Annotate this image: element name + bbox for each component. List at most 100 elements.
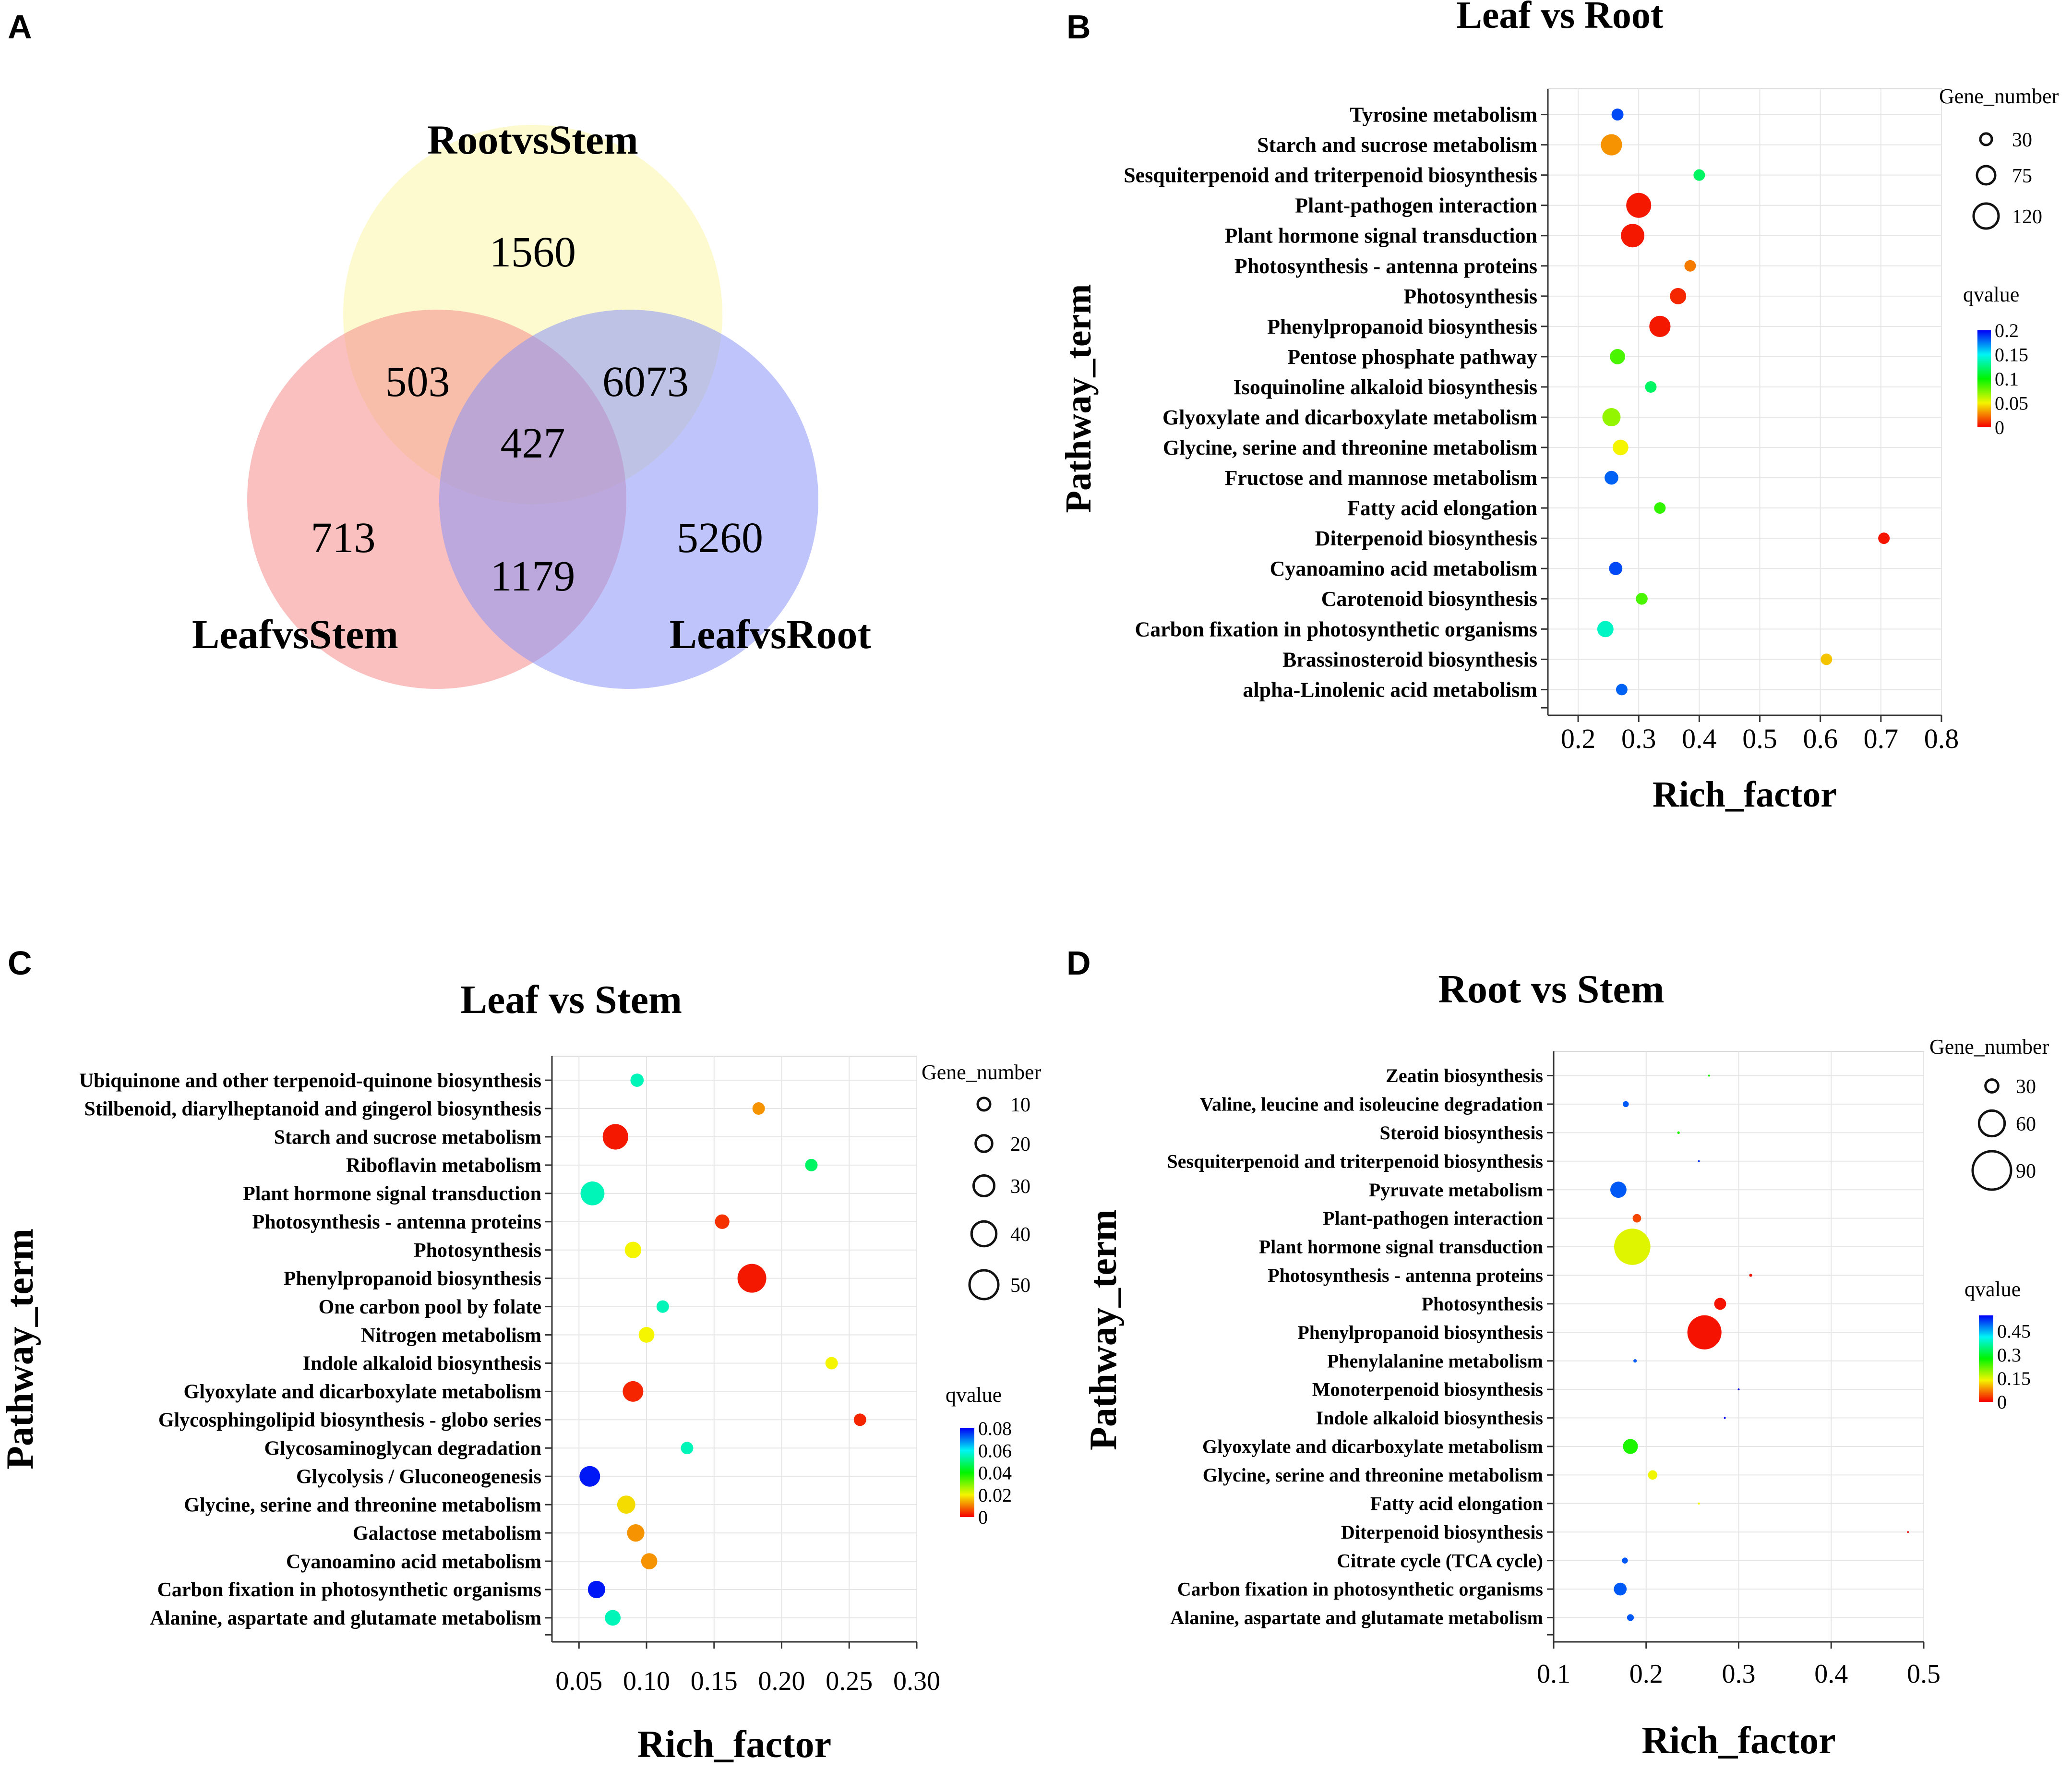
color-legend-tick: 0: [1995, 417, 2004, 438]
data-point-photosynthesis: [1714, 1298, 1726, 1310]
size-legend-label: 90: [2016, 1160, 2036, 1182]
size-legend-title: Gene_number: [1939, 84, 2059, 108]
data-point-starch-and-sucrose-metabolism: [602, 1124, 628, 1150]
data-point-glyoxylate-and-dicarboxylate-metabolism: [1602, 408, 1621, 427]
y-tick-label: One carbon pool by folate: [319, 1296, 541, 1318]
data-point-plant-pathogen-interaction: [1626, 193, 1652, 218]
data-point-glycolysis-gluconeogenesis: [579, 1466, 600, 1487]
data-point-alanine-aspartate-and-glutamate-metabolism: [1627, 1614, 1634, 1621]
size-legend-circle: [976, 1096, 992, 1112]
y-tick-label: Stilbenoid, diarylheptanoid and gingerol…: [84, 1098, 541, 1120]
data-point-diterpenoid-biosynthesis: [1878, 532, 1890, 544]
data-point-zeatin-biosynthesis: [1708, 1074, 1710, 1077]
y-tick-label: Photosynthesis - antenna proteins: [252, 1211, 541, 1233]
y-tick-label: Diterpenoid biosynthesis: [1341, 1521, 1543, 1543]
data-point-plant-hormone-signal-transduction: [580, 1181, 605, 1205]
data-point-alpha-linolenic-acid-metabolism: [1616, 684, 1628, 696]
data-point-stilbenoid-diarylheptanoid-and-gingerol-biosynthesis: [752, 1102, 765, 1115]
size-legend-label: 30: [2016, 1076, 2036, 1098]
venn-count-only-rootvsstem: 1560: [490, 229, 576, 276]
y-tick-label: Plant-pathogen interaction: [1323, 1207, 1543, 1229]
venn-set-label-leafvsroot: LeafvsRoot: [670, 611, 872, 657]
x-tick-label: 0.1: [1537, 1659, 1570, 1689]
y-tick-label: Glyoxylate and dicarboxylate metabolism: [184, 1381, 541, 1403]
size-legend-title: Gene_number: [922, 1060, 1042, 1084]
x-tick-label: 0.20: [758, 1666, 805, 1696]
data-point-glycosaminoglycan-degradation: [681, 1442, 694, 1455]
data-point-glycine-serine-and-threonine-metabolism: [1648, 1470, 1658, 1480]
data-point-sesquiterpenoid-and-triterpenoid-biosynthesis: [1693, 169, 1705, 181]
y-axis-label: Pathway_term: [1058, 284, 1099, 513]
data-point-monoterpenoid-biosynthesis: [1737, 1388, 1740, 1391]
y-tick-label: alpha-Linolenic acid metabolism: [1243, 678, 1537, 701]
y-tick-label: Valine, leucine and isoleucine degradati…: [1200, 1094, 1543, 1115]
data-point-indole-alkaloid-biosynthesis: [825, 1357, 838, 1370]
venn-set-label-rootvsstem: RootvsStem: [427, 117, 638, 163]
y-tick-label: Glycine, serine and threonine metabolism: [1163, 436, 1537, 459]
bubble-chart-leaf-vs-root: Leaf vs Root 0.2 0.3 0.4 0.5 0.6 0.7 0.8 Tyrosin…: [1058, 0, 2059, 815]
data-point-valine-leucine-and-isoleucine-degradation: [1623, 1101, 1629, 1108]
color-legend-tick: 0.04: [978, 1462, 1012, 1484]
x-tick-label: 0.4: [1814, 1659, 1848, 1689]
y-tick-label: Glyoxylate and dicarboxylate metabolism: [1202, 1436, 1543, 1458]
x-tick-label: 0.3: [1621, 723, 1656, 754]
size-legend-label: 50: [1010, 1275, 1030, 1297]
y-tick-label: Fatty acid elongation: [1347, 496, 1537, 520]
data-point-steroid-biosynthesis: [1677, 1131, 1680, 1134]
y-tick-label: Diterpenoid biosynthesis: [1315, 527, 1537, 550]
y-axis-label: Pathway_term: [0, 1229, 41, 1470]
data-point-glyoxylate-and-dicarboxylate-metabolism: [1623, 1439, 1638, 1454]
y-tick-label: Phenylalanine metabolism: [1327, 1350, 1543, 1372]
panel-letter-d: D: [1066, 944, 1091, 982]
data-point-tyrosine-metabolism: [1611, 108, 1624, 121]
size-legend-title: Gene_number: [1929, 1035, 2049, 1059]
data-point-phenylpropanoid-biosynthesis: [1687, 1315, 1722, 1349]
data-point-fructose-and-mannose-metabolism: [1605, 470, 1618, 485]
data-point-riboflavin-metabolism: [805, 1158, 818, 1171]
data-point-galactose-metabolism: [627, 1524, 645, 1542]
x-axis-label: Rich_factor: [1641, 1720, 1835, 1762]
size-legend-label: 60: [2016, 1113, 2036, 1135]
x-tick-label: 0.5: [1907, 1659, 1940, 1689]
size-legend-circle: [1979, 132, 1993, 146]
x-tick-label: 0.25: [826, 1666, 873, 1696]
size-legend-circle: [1976, 165, 1997, 186]
x-tick-label: 0.15: [691, 1666, 738, 1696]
y-tick-label: Glycolysis / Gluconeogenesis: [296, 1466, 541, 1488]
y-tick-label: Glycosphingolipid biosynthesis - globo s…: [158, 1410, 541, 1432]
y-tick-label: Isoquinoline alkaloid biosynthesis: [1234, 375, 1537, 399]
panel-letter-c: C: [8, 944, 32, 982]
venn-count-all-three: 427: [501, 420, 565, 467]
x-axis-label: Rich_factor: [1653, 774, 1837, 815]
y-tick-label: Plant hormone signal transduction: [243, 1183, 541, 1205]
y-tick-label: Cyanoamino acid metabolism: [1270, 557, 1537, 580]
y-tick-label: Alanine, aspartate and glutamate metabol…: [1170, 1607, 1543, 1628]
color-legend-tick: 0.06: [978, 1440, 1012, 1461]
color-legend-tick: 0.2: [1995, 320, 2019, 341]
y-tick-label: Galactose metabolism: [353, 1522, 541, 1544]
data-point-plant-pathogen-interaction: [1632, 1214, 1641, 1223]
data-point-cyanoamino-acid-metabolism: [641, 1553, 658, 1569]
color-legend-bar: [1979, 1315, 1993, 1402]
y-tick-label: Cyanoamino acid metabolism: [286, 1551, 541, 1573]
y-tick-label: Tyrosine metabolism: [1350, 103, 1537, 127]
y-tick-label: Plant hormone signal transduction: [1224, 224, 1537, 248]
color-legend-title: qvalue: [946, 1383, 1002, 1407]
data-point-indole-alkaloid-biosynthesis: [1724, 1417, 1726, 1419]
color-legend-tick: 0.02: [978, 1484, 1012, 1506]
x-tick-label: 0.3: [1722, 1659, 1756, 1689]
plot-area: [1547, 88, 1942, 716]
y-tick-label: Starch and sucrose metabolism: [274, 1126, 541, 1148]
panel-letter-b: B: [1066, 8, 1091, 46]
data-point-pyruvate-metabolism: [1610, 1181, 1627, 1198]
data-point-glycosphingolipid-biosynthesis-globo-series: [853, 1413, 866, 1426]
y-tick-label: Sesquiterpenoid and triterpenoid biosynt…: [1124, 164, 1537, 187]
data-point-photosynthesis-antenna-proteins: [715, 1214, 730, 1229]
data-point-plant-hormone-signal-transduction: [1621, 224, 1645, 248]
x-tick-label: 0.8: [1924, 723, 1959, 754]
data-point-carbon-fixation-in-photosynthetic-organisms: [1597, 621, 1614, 638]
data-point-glycine-serine-and-threonine-metabolism: [1613, 439, 1629, 456]
venn-count-only-leafvsstem: 713: [311, 514, 376, 562]
x-tick-label: 0.5: [1742, 723, 1777, 754]
